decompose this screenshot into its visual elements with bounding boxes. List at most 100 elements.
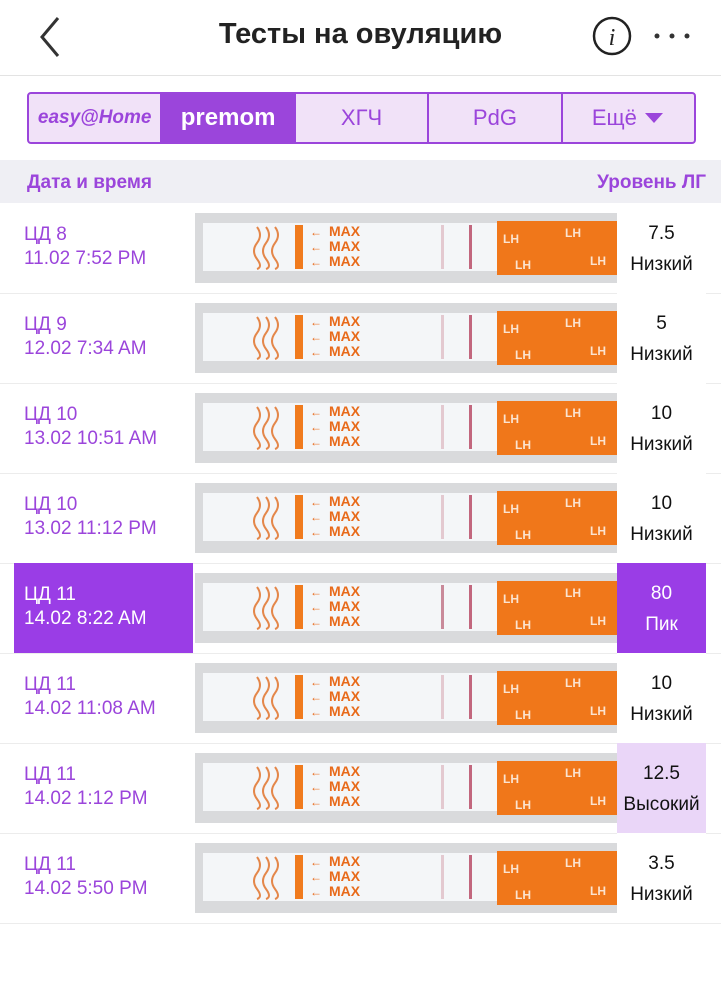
strip-lh: LH: [565, 766, 581, 780]
tab[interactable]: ХГЧ: [293, 94, 427, 142]
info-glyph: i: [609, 25, 616, 51]
lh-level: Низкий: [630, 884, 693, 905]
strip-arrow: ←: [310, 420, 322, 434]
test-row[interactable]: ЦД 9 12.02 7:34 AM 5 Низкий MAX ← MAX ← MAX ← LH LH…: [0, 293, 721, 384]
strip-arrow: ←: [310, 705, 322, 719]
strip-lh: LH: [565, 856, 581, 870]
test-line: [469, 675, 472, 719]
strip-lh: LH: [503, 862, 519, 876]
strip-wave: [253, 226, 261, 270]
strip-wave: [271, 316, 279, 360]
test-datetime: 14.02 1:12 PM: [24, 788, 148, 809]
lh-value: 3.5: [648, 853, 675, 874]
strip-wave: [262, 586, 270, 630]
tab[interactable]: easy@Home: [37, 107, 152, 128]
strip-lh: LH: [515, 528, 531, 542]
strip-arrow: ←: [310, 885, 322, 899]
strip-lh: LH: [503, 592, 519, 606]
strip-lh: LH: [590, 704, 606, 718]
strip-lh-area: [497, 671, 617, 725]
strip-lh: LH: [565, 316, 581, 330]
strip-max: MAX: [329, 493, 361, 509]
strip-arrow: ←: [310, 855, 322, 869]
lh-value: 10: [650, 493, 673, 514]
test-line: [469, 405, 472, 449]
more-button[interactable]: [654, 33, 690, 39]
strip-lh-area: [497, 581, 617, 635]
strip-lh: LH: [565, 586, 581, 600]
lh-level: Низкий: [630, 254, 693, 275]
lh-level: Низкий: [630, 344, 693, 365]
column-title: Дата и время: [27, 172, 152, 193]
lh-level: Низкий: [630, 434, 693, 455]
lh-level: Низкий: [630, 704, 693, 725]
test-row[interactable]: ЦД 11 14.02 11:08 AM 10 Низкий MAX ← MAX ← MAX ← L…: [0, 653, 721, 744]
strip-max: MAX: [329, 598, 361, 614]
strip-lh: LH: [503, 322, 519, 336]
test-line: [469, 855, 472, 899]
test-row[interactable]: ЦД 8 11.02 7:52 PM 7.5 Низкий MAX ← MAX ← MAX ← LH…: [0, 203, 721, 294]
lh-value: 12.5: [643, 763, 680, 784]
strip-max: MAX: [329, 418, 361, 434]
test-line: [469, 495, 472, 539]
info-button[interactable]: [592, 16, 632, 56]
strip-arrow: ←: [310, 795, 322, 809]
date-cell: ЦД 11 14.02 8:22 AM: [14, 563, 193, 653]
brand-tabs: easy@Home premom ХГЧ PdG Ещё: [27, 92, 696, 144]
tab[interactable]: PdG: [427, 94, 560, 142]
strip-wave: [271, 766, 279, 810]
strip-lh: LH: [590, 434, 606, 448]
test-datetime: 14.02 5:50 PM: [24, 878, 148, 899]
strip-arrow: ←: [310, 255, 322, 269]
strip-arrow: ←: [310, 600, 322, 614]
strip-max: MAX: [329, 763, 361, 779]
strip-lh: LH: [515, 618, 531, 632]
test-row[interactable]: ЦД 11 14.02 1:12 PM 12.5 Высокий MAX ← MAX ← MAX…: [0, 743, 721, 834]
test-strip: MAX ← MAX ← MAX ← LH LH LH LH: [195, 843, 617, 913]
strip-band: [295, 225, 303, 269]
strip-arrow: ←: [310, 495, 322, 509]
strip-max: MAX: [329, 328, 361, 344]
strip-max: MAX: [329, 403, 361, 419]
test-row[interactable]: ЦД 11 14.02 8:22 AM 80 Пик MAX ← MAX ← MAX ← LH LH L…: [0, 563, 721, 654]
date-cell: ЦД 9 12.02 7:34 AM: [14, 293, 193, 383]
strip-lh: LH: [565, 496, 581, 510]
strip-arrow: ←: [310, 225, 322, 239]
test-strip: MAX ← MAX ← MAX ← LH LH LH LH: [195, 663, 617, 733]
strip-lh: LH: [515, 258, 531, 272]
cycle-day: ЦД 8: [24, 224, 67, 245]
lh-cell: 10 Низкий: [617, 383, 706, 473]
strip-lh: LH: [503, 772, 519, 786]
test-row[interactable]: ЦД 10 13.02 10:51 AM 10 Низкий MAX ← MAX ← MAX ← L…: [0, 383, 721, 474]
strip-max: MAX: [329, 253, 361, 269]
strip-band: [295, 765, 303, 809]
strip-wave: [262, 226, 270, 270]
strip-wave: [253, 586, 261, 630]
strip-wave: [253, 676, 261, 720]
column-title: Уровень ЛГ: [597, 172, 706, 193]
strip-max: MAX: [329, 868, 361, 884]
strip-lh: LH: [515, 708, 531, 722]
strip-wave: [253, 856, 261, 900]
strip-arrow: ←: [310, 615, 322, 629]
lh-cell: 7.5 Низкий: [617, 203, 706, 293]
strip-arrow: ←: [310, 690, 322, 704]
test-row[interactable]: ЦД 11 14.02 5:50 PM 3.5 Низкий MAX ← MAX ← MAX ← L…: [0, 833, 721, 924]
strip-band: [295, 315, 303, 359]
strip-lh: LH: [503, 412, 519, 426]
strip-lh: LH: [590, 254, 606, 268]
back-button[interactable]: [40, 17, 60, 57]
strip-wave: [271, 406, 279, 450]
strip-wave: [271, 856, 279, 900]
lh-level: Низкий: [630, 524, 693, 545]
tab-selected[interactable]: premom: [160, 94, 294, 142]
date-cell: ЦД 11 14.02 1:12 PM: [14, 743, 193, 833]
strip-lh: LH: [503, 232, 519, 246]
strip-band: [295, 585, 303, 629]
lh-cell: 10 Низкий: [617, 653, 706, 743]
tab-label: Ещё: [591, 105, 637, 130]
date-cell: ЦД 8 11.02 7:52 PM: [14, 203, 193, 293]
date-cell: ЦД 11 14.02 11:08 AM: [14, 653, 193, 743]
tab-more[interactable]: Ещё: [560, 94, 694, 142]
test-row[interactable]: ЦД 10 13.02 11:12 PM 10 Низкий MAX ← MAX ← MAX ← L…: [0, 473, 721, 564]
